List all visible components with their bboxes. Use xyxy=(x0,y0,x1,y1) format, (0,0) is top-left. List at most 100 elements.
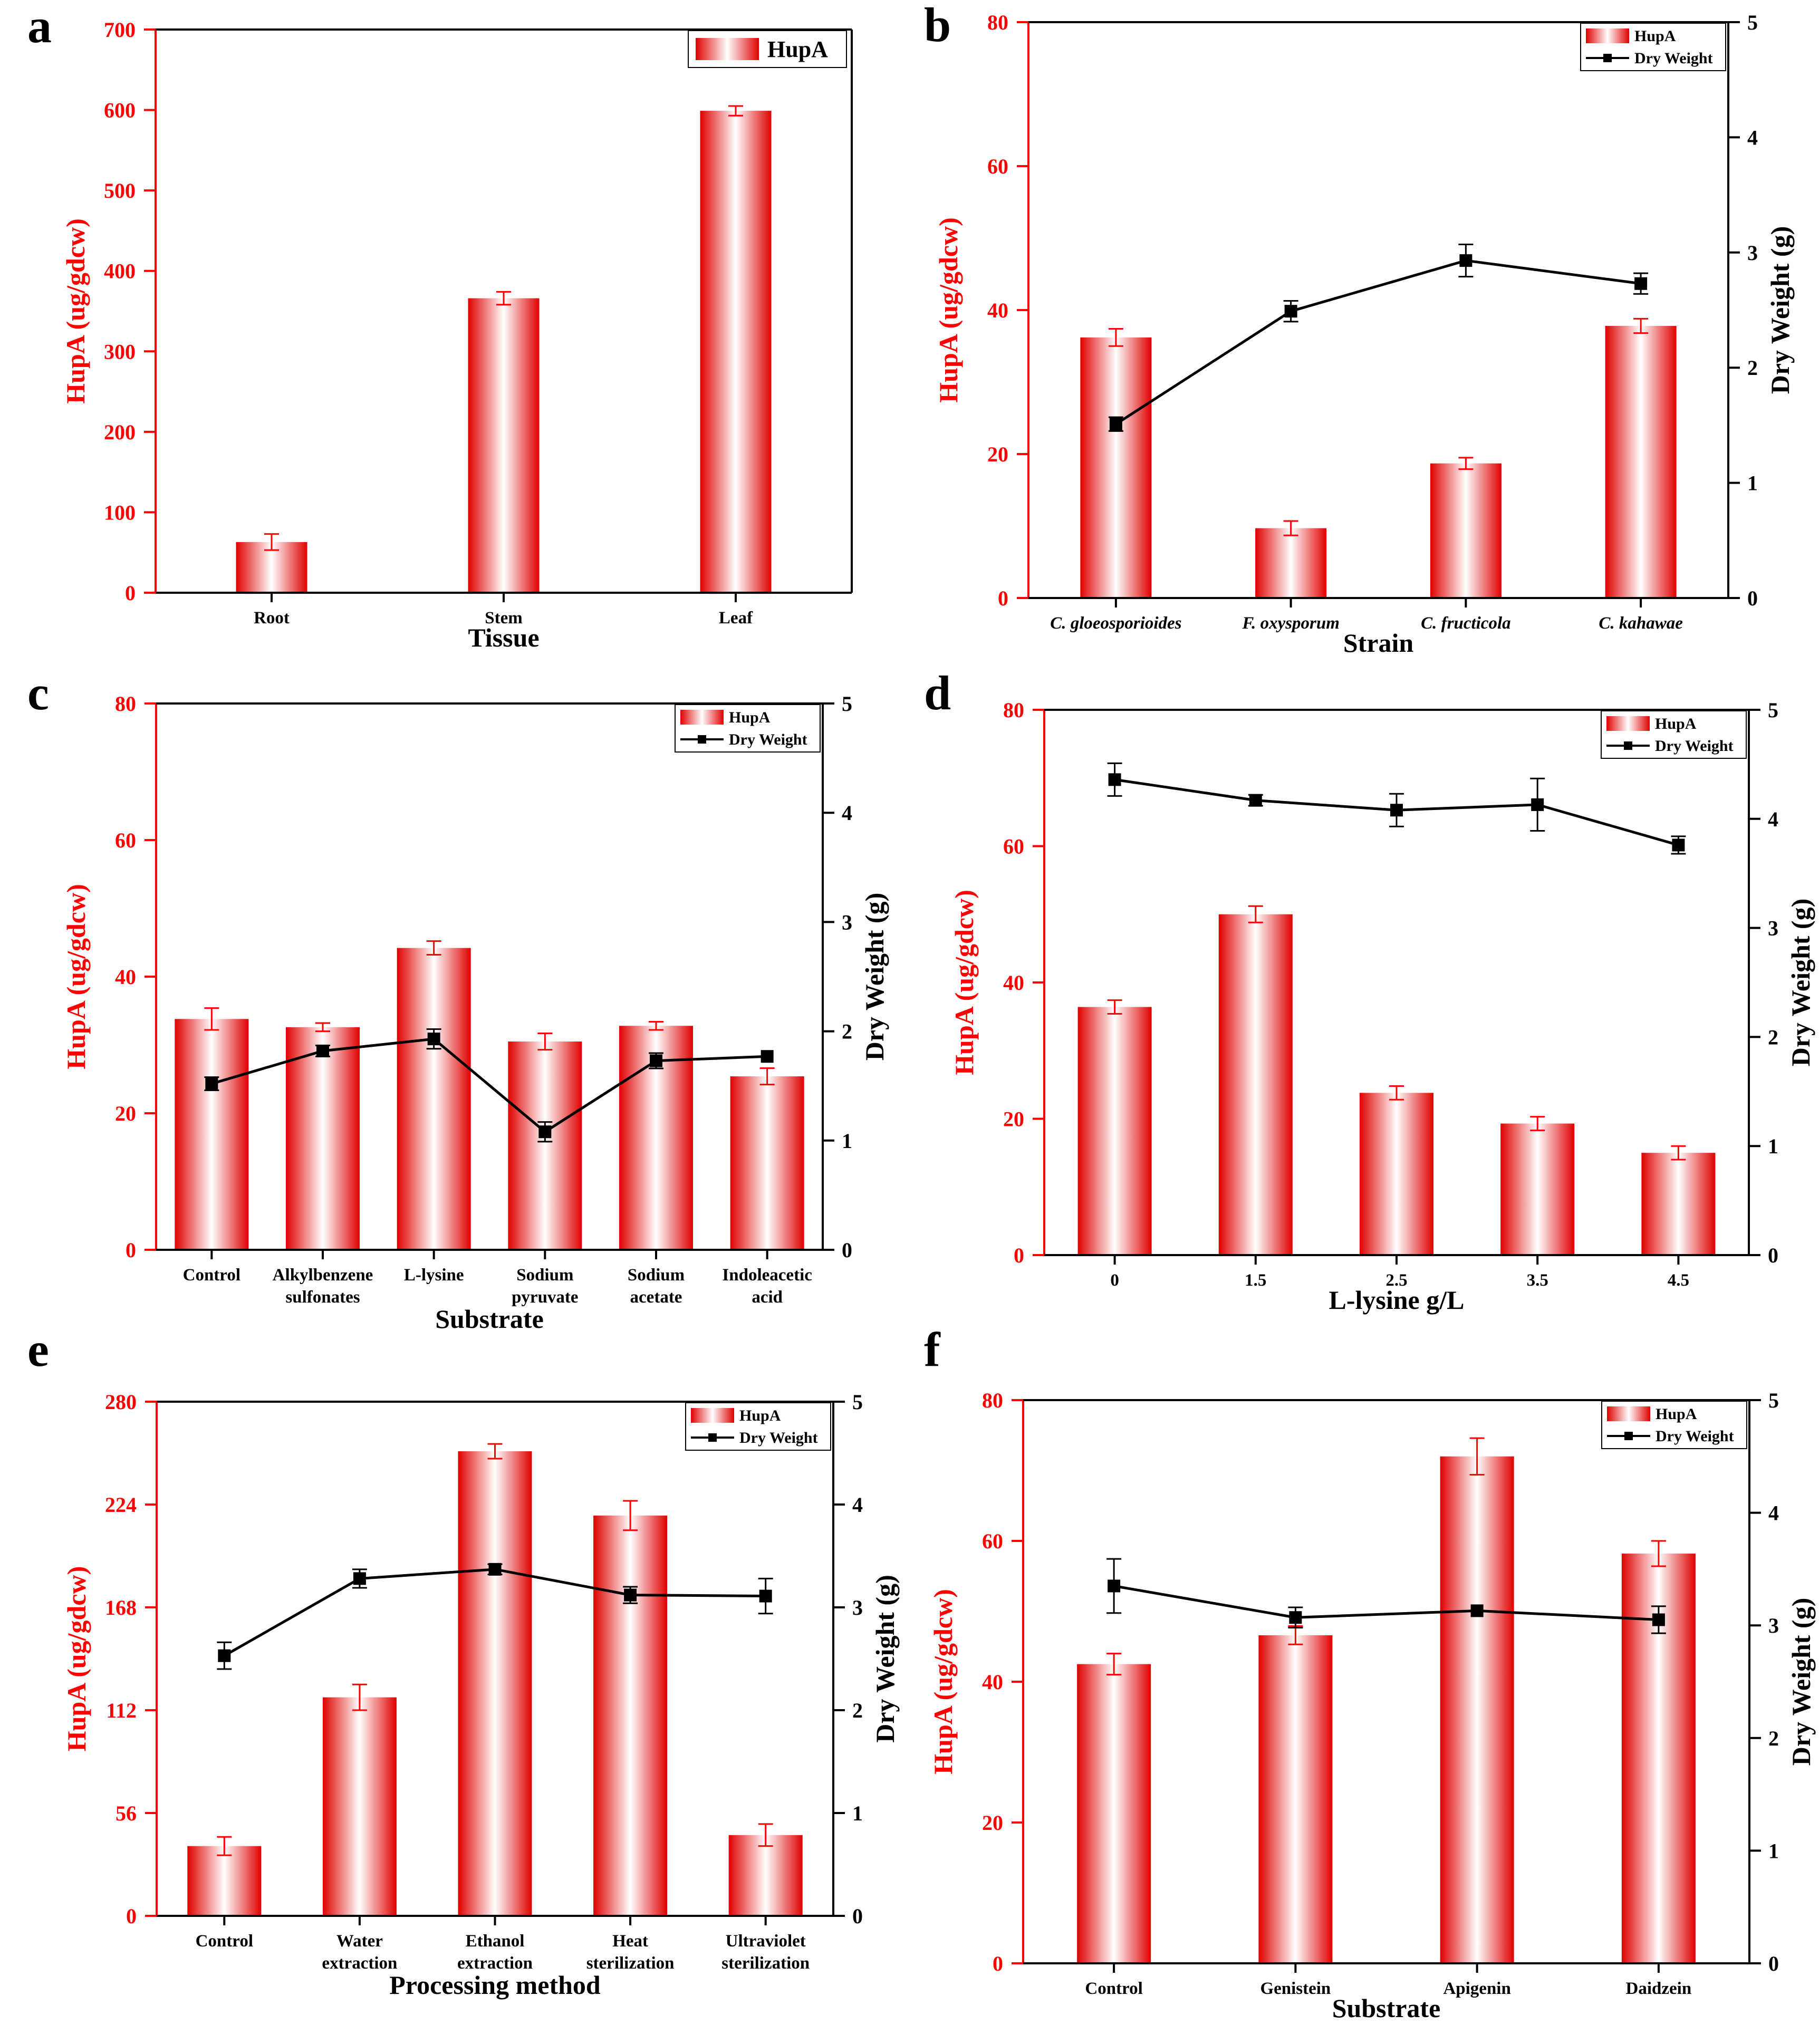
y2-tick-label: 2 xyxy=(1747,356,1758,380)
chart-panel-a: a 0 100 200 300 400 500 600 700 Root Stem Leaf Tissu… xyxy=(27,0,853,652)
y2-tick-label: 1 xyxy=(1768,1134,1778,1158)
x-tick-label: C. gloeosporioides xyxy=(1050,614,1181,633)
hupa-bar xyxy=(730,1076,804,1250)
legend-marker-dry-weight xyxy=(698,735,706,744)
y-tick-label: 300 xyxy=(104,340,136,363)
dry-weight-point xyxy=(1249,794,1262,807)
x-tick-label: 0 xyxy=(1110,1271,1119,1290)
y-tick-label: 60 xyxy=(987,155,1008,178)
hupa-error-bar xyxy=(426,940,441,956)
hupa-error-bar xyxy=(1651,1540,1666,1567)
dry-weight-point xyxy=(205,1077,218,1091)
legend-label-dry-weight: Dry Weight xyxy=(1655,737,1734,755)
hupa-bar xyxy=(397,948,471,1250)
y-tick-label: 80 xyxy=(982,1389,1003,1412)
x-tick-label: Control xyxy=(183,1266,240,1285)
y-tick-label: 40 xyxy=(987,298,1008,322)
hupa-error-bar xyxy=(1106,1653,1122,1676)
y2-tick-label: 5 xyxy=(842,692,852,716)
y-tick-label: 0 xyxy=(125,581,136,605)
legend-swatch-hupa xyxy=(691,1408,734,1423)
legend-label-dry-weight: Dry Weight xyxy=(729,731,807,748)
legend-swatch-hupa xyxy=(696,38,759,60)
hupa-error-bar xyxy=(1248,905,1263,923)
hupa-error-bar xyxy=(1389,1085,1404,1101)
y2-tick-label: 3 xyxy=(1768,1614,1779,1637)
dry-weight-line xyxy=(211,1037,767,1134)
legend-marker-dry-weight xyxy=(1624,1432,1633,1440)
y2-tick-label: 4 xyxy=(1747,126,1758,149)
y-tick-label: 200 xyxy=(104,420,136,444)
hupa-error-bar xyxy=(728,105,743,117)
legend: HupA Dry Weight xyxy=(675,704,821,753)
hupa-bar xyxy=(468,298,540,593)
panel-letter-b: b xyxy=(924,0,951,52)
hupa-bar xyxy=(187,1846,262,1916)
y2-tick-label: 5 xyxy=(1747,11,1758,34)
x-tick-label: Alkylbenzene sulfonates xyxy=(273,1266,373,1307)
dry-weight-point xyxy=(1531,798,1544,811)
hupa-bar xyxy=(1077,1007,1152,1255)
legend: HupA Dry Weight xyxy=(685,1402,831,1451)
hupa-bar xyxy=(700,111,772,593)
dry-weight-point xyxy=(1470,1604,1484,1617)
dry-weight-point xyxy=(1109,418,1122,431)
hupa-error-bar xyxy=(315,1022,330,1033)
hupa-error-bar xyxy=(1283,520,1298,536)
x-axis-title: Processing method xyxy=(389,1970,601,2000)
y2-tick-label: 0 xyxy=(1768,1243,1778,1267)
hupa-error-bar xyxy=(496,291,511,306)
dry-weight-point xyxy=(1652,1613,1665,1626)
panel-letter-e: e xyxy=(27,1323,49,1376)
hupa-bar xyxy=(728,1835,803,1916)
hupa-bar xyxy=(593,1515,668,1916)
legend-label-dry-weight: Dry Weight xyxy=(1634,50,1713,67)
x-tick-label: Ultraviolet sterilization xyxy=(721,1932,810,1973)
y2-tick-label: 2 xyxy=(852,1699,863,1722)
hupa-error-bar xyxy=(537,1032,553,1051)
y-tick-label: 56 xyxy=(116,1801,137,1825)
legend: HupA xyxy=(688,30,847,68)
legend-swatch-hupa xyxy=(680,710,724,725)
y-tick-label: 20 xyxy=(987,442,1008,466)
y-tick-label: 700 xyxy=(104,18,136,42)
hupa-bar xyxy=(1430,463,1502,598)
y-tick-label: 80 xyxy=(115,692,136,716)
hupa-bar xyxy=(1077,1664,1151,1963)
x-tick-label: Daidzein xyxy=(1626,1979,1692,1998)
y2-tick-label: 2 xyxy=(1768,1727,1779,1750)
hupa-error-bar xyxy=(1671,1145,1686,1161)
hupa-bar xyxy=(286,1027,360,1250)
hupa-error-bar xyxy=(1107,999,1122,1015)
hupa-bar xyxy=(1641,1153,1716,1255)
y-tick-label: 168 xyxy=(105,1596,137,1619)
chart-panel-e: e 0 56 112 168 224 280 0 1 2 3 4 5 Control Water extrac… xyxy=(27,1323,900,2000)
x-tick-label: C. fructicola xyxy=(1421,614,1511,633)
legend-label-dry-weight: Dry Weight xyxy=(1656,1428,1734,1445)
x-axis-title: Substrate xyxy=(435,1304,544,1334)
hupa-error-bar xyxy=(1530,1116,1545,1131)
x-tick-label: Indoleacetic acid xyxy=(722,1266,812,1307)
dry-weight-point xyxy=(650,1054,662,1067)
dry-weight-line xyxy=(1115,259,1641,426)
dry-weight-point xyxy=(1108,1579,1121,1593)
y2-tick-label: 3 xyxy=(1768,917,1778,940)
hupa-error-bar xyxy=(1458,457,1474,470)
panel-letter-c: c xyxy=(27,666,49,720)
chart-panel-b: b 0 20 40 60 80 0 1 2 3 4 5 C. gloeosporioides F. oxy… xyxy=(924,0,1795,658)
x-tick-label: Sodium pyruvate xyxy=(512,1266,579,1307)
dry-weight-point xyxy=(1108,773,1121,786)
y2-tick-label: 4 xyxy=(852,1493,863,1517)
legend: HupA Dry Weight xyxy=(1580,23,1726,71)
x-tick-label: Water extraction xyxy=(322,1932,397,1973)
hupa-bar xyxy=(1080,337,1152,598)
hupa-bar xyxy=(458,1451,532,1916)
hupa-bar xyxy=(1258,1635,1333,1963)
dry-weight-point xyxy=(488,1563,502,1576)
y2-axis-title: Dry Weight (g) xyxy=(870,1575,900,1742)
y-axis-title: HupA (ug/gdcw) xyxy=(61,884,91,1069)
legend-swatch-hupa xyxy=(1586,28,1629,43)
y-tick-label: 280 xyxy=(105,1390,137,1414)
dry-weight-point xyxy=(353,1572,366,1585)
